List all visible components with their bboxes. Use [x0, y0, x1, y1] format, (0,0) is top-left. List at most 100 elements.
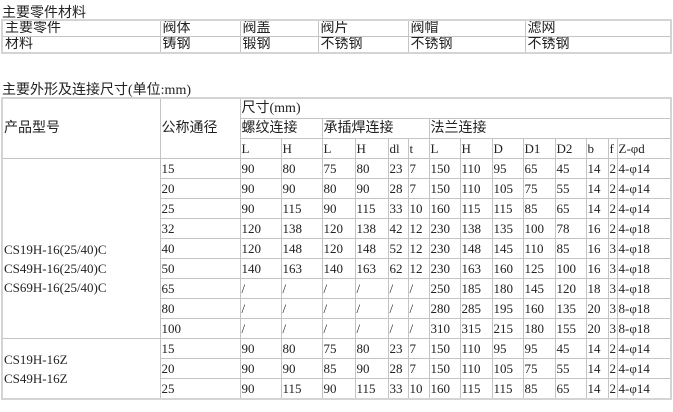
materials-cell: 不锈钢 [317, 36, 409, 54]
table-row: 100// / / //310 315 215 180 155 20 3 8-φ18 [2, 318, 672, 339]
dimension-cell: 115 [354, 378, 389, 400]
dimension-cell: 16 [585, 218, 609, 239]
dimension-cell: 160 [491, 258, 524, 279]
subcol-header: L [239, 138, 282, 159]
dimension-cell: 18 [585, 278, 609, 299]
dimension-cell: 90 [280, 358, 323, 379]
dimension-cell: 4-φ18 [616, 258, 672, 279]
dimension-cell: 80 [280, 338, 323, 359]
col-model-header: 产品型号 [1, 97, 161, 159]
dimension-cell: / [321, 318, 356, 339]
subcol-header: Z-φd [616, 138, 672, 159]
materials-cell: 阀盖 [239, 19, 319, 37]
dimension-cell: 7 [407, 358, 430, 379]
dn-cell: 100 [159, 318, 241, 339]
dimension-cell: 150 [428, 158, 461, 179]
dimension-cell: 90 [321, 378, 356, 400]
model-cell: CS19H-16Z CS49H-16Z [1, 338, 161, 400]
dimension-cell: 3 [607, 258, 618, 279]
col-dn-header: 公称通径 [159, 97, 241, 159]
subcol-header: dl [387, 138, 409, 159]
materials-cell: 不锈钢 [407, 36, 526, 54]
dimension-cell: 90 [354, 358, 389, 379]
dimension-cell: 110 [459, 178, 493, 199]
materials-row: 材料 铸钢 锻钢 不锈钢 不锈钢 不锈钢 [1, 36, 672, 54]
dimension-cell: 105 [491, 178, 524, 199]
dimension-cell: 12 [407, 258, 430, 279]
dimension-cell: 33 [387, 378, 409, 400]
materials-cell: 滤网 [524, 19, 672, 37]
dimension-cell: / [280, 318, 323, 339]
dimension-cell: 3 [607, 238, 618, 259]
dimension-cell: 285 [459, 298, 493, 319]
materials-cell: 材料 [1, 36, 161, 54]
model-name: CS49H-16(25/40)C [4, 261, 107, 276]
model-name: CS19H-16(25/40)C [4, 242, 107, 257]
dimension-cell: 8-φ18 [616, 298, 672, 319]
dimension-cell: / [239, 298, 282, 319]
header-row-groups: 螺纹连接 承插焊连接 法兰连接 [2, 118, 672, 139]
materials-table: 主要零件 阀体 阀盖 阀片 阀帽 滤网 材料 铸钢 锻钢 不锈钢 不锈钢 不锈钢 [1, 19, 672, 54]
dimension-cell: 4-φ18 [616, 278, 672, 299]
dimension-cell: 115 [491, 198, 524, 219]
subcol-header: H [459, 138, 493, 159]
materials-cell: 主要零件 [1, 19, 161, 37]
dimension-cell: 4-φ14 [616, 358, 672, 379]
dimension-cell: 90 [239, 158, 282, 179]
dimension-cell: 135 [554, 298, 587, 319]
dimension-cell: 95 [491, 338, 524, 359]
dimension-cell: 180 [522, 318, 556, 339]
dimension-cell: 4-φ14 [616, 338, 672, 359]
dimension-cell: 75 [321, 338, 356, 359]
dimension-cell: 85 [522, 378, 556, 400]
dimension-cell: / [239, 278, 282, 299]
dimension-cell: 90 [239, 178, 282, 199]
dimension-cell: 4-φ14 [616, 198, 672, 219]
dimension-cell: 23 [387, 338, 409, 359]
dimension-cell: 145 [491, 238, 524, 259]
dimension-cell: / [354, 318, 389, 339]
dimension-cell: 10 [407, 378, 430, 400]
subcol-header: H [354, 138, 389, 159]
dimension-cell: 120 [554, 278, 587, 299]
dn-cell: 20 [159, 178, 241, 199]
model-name: CS69H-16(25/40)C [4, 280, 107, 295]
dimension-cell: 14 [585, 358, 609, 379]
dimension-cell: 7 [407, 178, 430, 199]
dimension-cell: 55 [554, 358, 587, 379]
dimension-cell: 148 [354, 238, 389, 259]
dimension-cell: 8-φ18 [616, 318, 672, 339]
dimension-cell: 14 [585, 158, 609, 179]
dimension-cell: / [321, 278, 356, 299]
dimension-cell: 12 [407, 238, 430, 259]
dimension-cell: 120 [239, 238, 282, 259]
materials-cell: 锻钢 [239, 36, 319, 54]
dimension-cell: 75 [321, 158, 356, 179]
dimension-cell: 138 [459, 218, 493, 239]
group-socket-weld-header: 承插焊连接 [321, 118, 430, 139]
dimension-cell: 215 [491, 318, 524, 339]
dn-cell: 15 [159, 158, 241, 179]
dimension-cell: 14 [585, 178, 609, 199]
dimension-cell: / [387, 318, 409, 339]
dimension-cell: 62 [387, 258, 409, 279]
dimension-cell: 2 [607, 358, 618, 379]
dimension-cell: 4-φ14 [616, 178, 672, 199]
model-name: CS19H-16Z [4, 351, 68, 367]
dimension-cell: 16 [585, 238, 609, 259]
dimension-cell: 110 [459, 158, 493, 179]
dimension-cell: 145 [522, 278, 556, 299]
dimension-cell: 7 [407, 338, 430, 359]
dimension-cell: 10 [407, 198, 430, 219]
dimension-cell: 65 [522, 158, 556, 179]
dimension-cell: 125 [522, 258, 556, 279]
dimension-cell: 90 [239, 358, 282, 379]
dimension-cell: 138 [280, 218, 323, 239]
materials-cell: 阀帽 [407, 19, 526, 37]
dimension-cell: 52 [387, 238, 409, 259]
dimension-cell: 160 [428, 378, 461, 400]
dimension-cell: 2 [607, 198, 618, 219]
dn-cell: 25 [159, 198, 241, 219]
dimension-cell: 16 [585, 258, 609, 279]
dimension-cell: 78 [554, 218, 587, 239]
